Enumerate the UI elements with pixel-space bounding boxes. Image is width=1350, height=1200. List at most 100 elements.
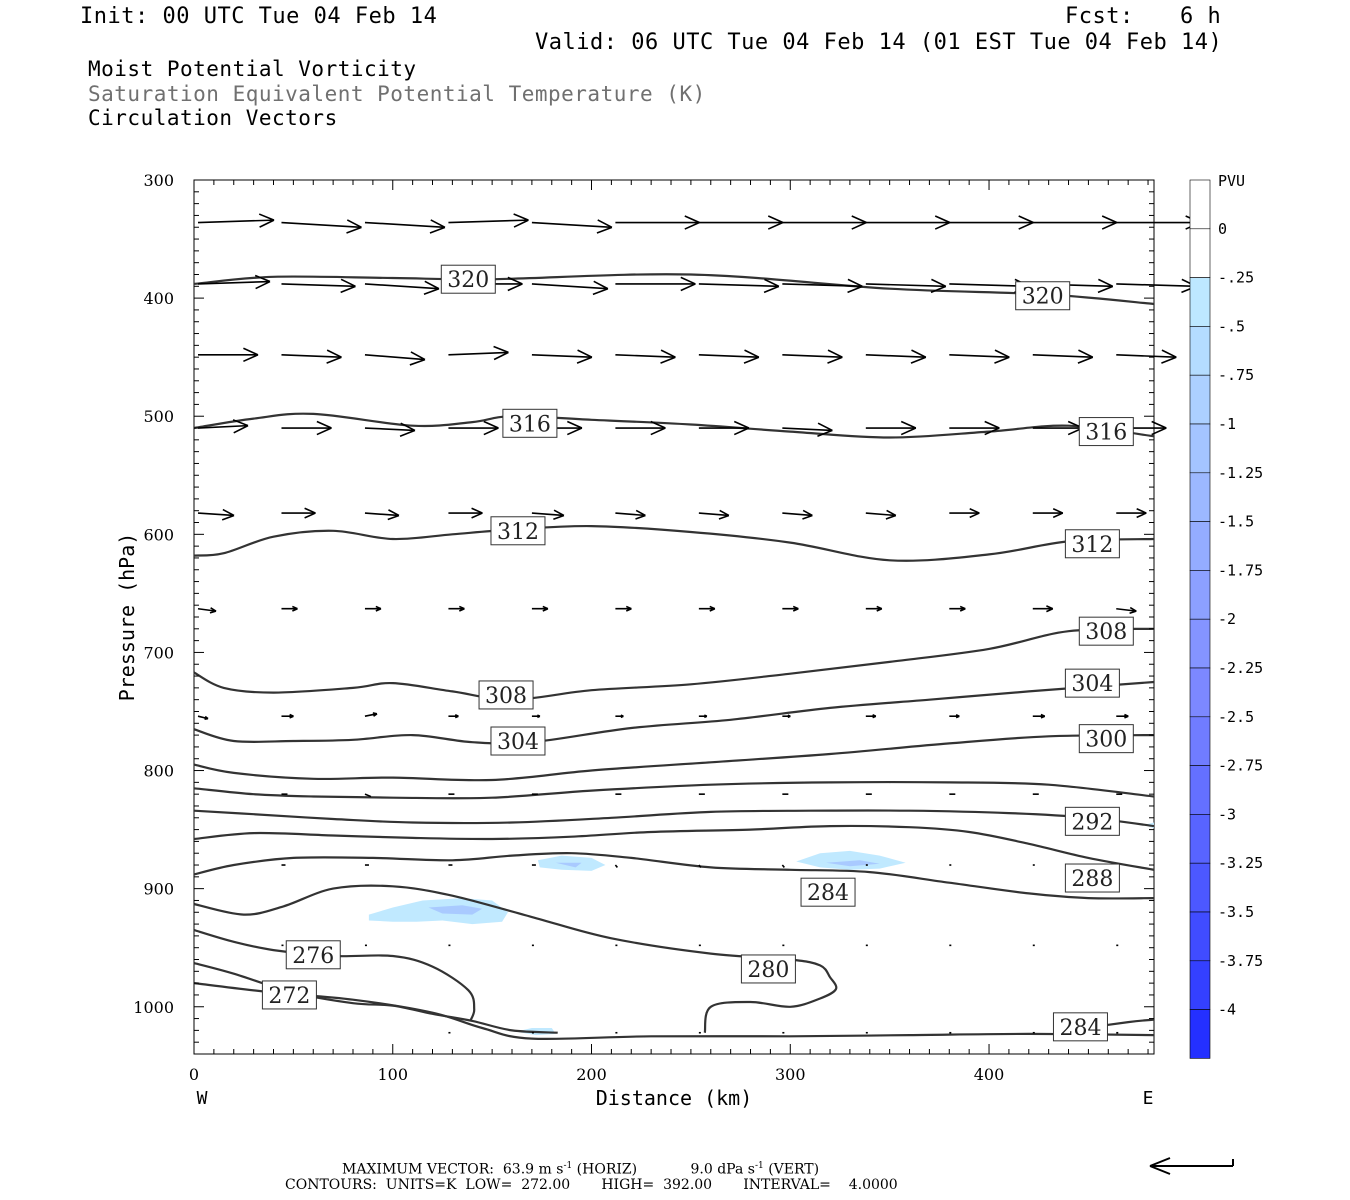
vector-head [684,215,700,224]
vector-head [255,280,271,290]
vector-head [620,714,624,717]
vector-shaft [531,512,564,517]
contour-label-text: 316 [1085,421,1127,446]
vector-shaft [531,221,612,229]
contour-label-box [502,408,558,438]
vector-head [817,429,833,437]
vector-shaft [448,219,529,224]
contour-288-8 [193,824,1155,871]
field-vectors: Circulation Vectors [88,106,338,130]
contour-268-13 [193,982,1155,1041]
contour-label-text: 284 [1059,1016,1101,1041]
vector-head [372,712,378,715]
colorbar-swatch-8 [1189,570,1211,620]
colorbar-swatch-5 [1189,423,1211,474]
contour-label-text: 320 [447,268,489,293]
vector-head [596,226,613,234]
contour-label-text: 308 [485,684,527,709]
vector-shaft [1116,607,1137,612]
vector-head [340,278,356,288]
vector-head [635,509,646,517]
vector-head [994,349,1010,358]
colorbar-swatch-9 [1189,618,1211,669]
vector-4-5 [615,509,646,520]
vector-head [326,356,342,364]
vector-head [1098,278,1114,288]
vector-head [817,422,833,432]
vector-shaft [531,354,592,358]
vector-head [886,509,897,517]
vector-5-3 [448,605,465,612]
colorbar-label: -1.25 [1218,464,1263,482]
vector-head [400,422,416,432]
vector-head [900,420,917,429]
colorbar-swatch-1 [1189,228,1211,278]
vector-4-8 [865,509,897,520]
contour-label-text: 304 [1071,672,1113,697]
vector-head [792,605,799,610]
y-axis-title: Pressure (hPa) [115,533,139,702]
vector-shaft [865,354,926,358]
vector-head [763,285,780,294]
colorbar-label: 0 [1218,220,1227,238]
vector-head [680,276,696,285]
vector-head [493,345,509,354]
contour-label-10: 300 [1078,724,1134,754]
vector-1-4 [531,280,609,296]
vector-head [1046,605,1054,610]
contour-308-3 [193,627,1155,701]
vector-2-7 [782,349,843,364]
vector-5-2 [364,605,382,612]
contour-label-2: 316 [502,408,558,438]
vector-4-7 [782,509,813,520]
vector-head [232,419,249,427]
vector-shaft [698,512,729,517]
vector-head [429,226,446,234]
vector-head [767,215,784,224]
vector-head [346,226,362,234]
contour-label-6: 308 [478,680,534,710]
colorbar-swatch-14 [1189,862,1211,913]
colorbar-label: -2.25 [1218,659,1263,677]
vector-0-9 [949,215,1034,230]
vector-3-1 [281,420,332,436]
contour-296-6 [193,781,1155,800]
vector-5-0 [197,607,217,614]
vert-max-value: 9.0 dPa s [690,1161,755,1178]
vector-shaft [781,864,785,868]
contour-label-box [1064,806,1120,836]
colorbar-swatch-0 [1189,179,1211,230]
vector-1-7 [782,278,863,294]
colorbar-label: -4 [1218,1001,1236,1019]
contour-label-1: 320 [1015,281,1071,311]
vector-head [513,219,529,228]
vector-shaft [865,512,896,517]
vector-head [513,213,529,221]
vector-head [764,278,780,288]
vector-head [955,714,960,717]
vector-head [872,714,877,717]
contour-label-text: 276 [292,944,334,969]
vector-shaft [615,512,646,517]
x-tick-label: 300 [775,1065,806,1084]
vector-shaft [281,221,362,229]
vector-5-6 [698,605,716,612]
vector-1-2 [364,280,440,296]
vector-head [959,605,966,610]
vector-head [577,349,593,358]
contour-label-text: 308 [1085,620,1127,645]
vector-head [969,512,980,519]
colorbar-label: -.5 [1218,317,1245,335]
vector-head [969,508,980,514]
contour-label-7: 308 [1078,616,1134,646]
vector-head [1161,349,1177,358]
vector-head [597,219,613,229]
contour-label-5: 312 [1064,529,1120,559]
vector-4-9 [949,508,980,519]
contour-label-box [261,980,317,1010]
vector-head [233,424,249,434]
contour-312-2 [193,524,1155,562]
vector-head [1040,713,1046,717]
contour-label-box [285,940,341,970]
vector-head [1046,608,1054,613]
